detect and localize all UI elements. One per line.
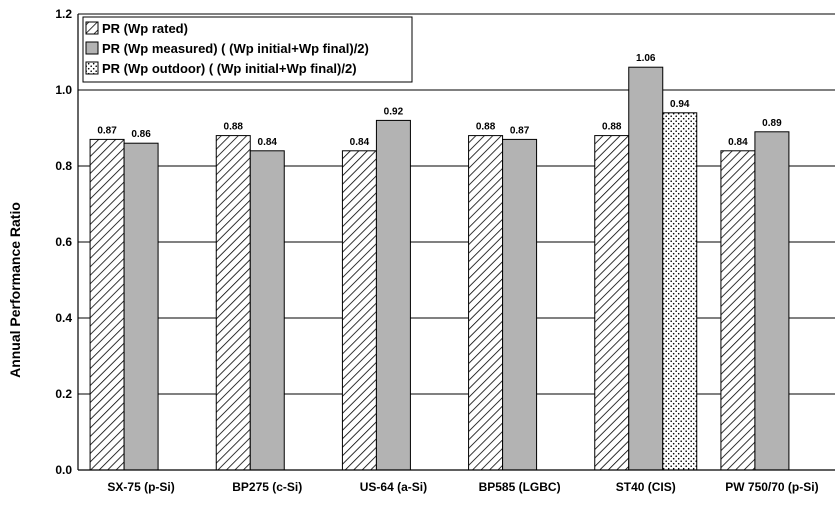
- value-label: 0.84: [728, 137, 748, 148]
- value-label: 0.88: [476, 122, 496, 133]
- legend-label: PR (Wp rated): [102, 21, 188, 36]
- value-label: 0.88: [224, 122, 244, 133]
- legend-label: PR (Wp outdoor) ( (Wp initial+Wp final)/…: [102, 61, 357, 76]
- value-label: 0.87: [510, 125, 530, 136]
- value-label: 0.92: [384, 106, 404, 117]
- bar: [375, 119, 411, 471]
- x-category-label: PW 750/70 (p-Si): [725, 480, 818, 494]
- x-category-label: US-64 (a-Si): [360, 480, 427, 494]
- value-label: 0.84: [258, 137, 278, 148]
- y-tick-label: 0.0: [55, 463, 72, 477]
- value-label: 0.87: [97, 125, 117, 136]
- y-tick-label: 0.6: [55, 235, 72, 249]
- bar: [502, 138, 538, 471]
- bar: [628, 66, 664, 471]
- grid-lines: [78, 13, 835, 471]
- bar: [754, 131, 790, 471]
- value-label: 0.86: [131, 129, 151, 140]
- x-category-label: BP275 (c-Si): [232, 480, 302, 494]
- y-tick-label: 0.4: [55, 311, 72, 325]
- legend-swatch: [85, 41, 99, 55]
- bar: [123, 142, 159, 471]
- bar: [89, 138, 125, 471]
- legend: PR (Wp rated) PR (Wp measured) ( (Wp init…: [82, 16, 413, 83]
- axes: 0.0 0.2 0.4 0.6 0.8 1.0 1.2 SX-75 (p-Si) BP275 (…: [55, 7, 835, 494]
- value-label: 1.06: [636, 53, 656, 64]
- y-tick-label: 1.2: [55, 7, 72, 21]
- value-label: 0.94: [670, 99, 690, 110]
- bars: [89, 66, 790, 471]
- y-tick-label: 0.8: [55, 159, 72, 173]
- value-labels: 0.87 0.86 0.88 0.84 0.84 0.92 0.88 0.87 0.88 1.06…: [97, 53, 782, 148]
- value-label: 0.84: [350, 137, 370, 148]
- bar: [468, 135, 504, 471]
- legend-box: [82, 16, 413, 83]
- legend-swatch: [85, 21, 99, 35]
- legend-swatch: [85, 61, 99, 75]
- x-category-label: ST40 (CIS): [616, 480, 676, 494]
- bar: [662, 112, 698, 471]
- x-category-label: BP585 (LGBC): [479, 480, 561, 494]
- bar: [720, 150, 756, 471]
- x-category-label: SX-75 (p-Si): [107, 480, 174, 494]
- y-tick-label: 1.0: [55, 83, 72, 97]
- bar: [594, 135, 630, 471]
- value-label: 0.88: [602, 122, 622, 133]
- bar: [341, 150, 377, 471]
- legend-label: PR (Wp measured) ( (Wp initial+Wp final)…: [102, 41, 369, 56]
- value-label: 0.89: [762, 118, 782, 129]
- y-tick-label: 0.2: [55, 387, 72, 401]
- bar: [249, 150, 285, 471]
- y-axis-title: Annual Performance Ratio: [7, 202, 23, 378]
- bar: [215, 135, 251, 471]
